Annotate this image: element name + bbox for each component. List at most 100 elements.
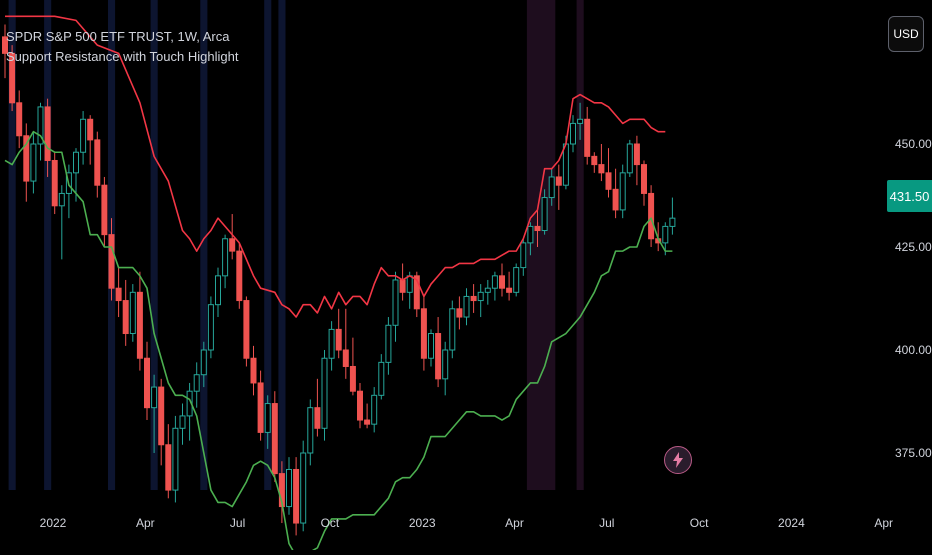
candle-body[interactable] [37,106,44,145]
candle-body[interactable] [236,250,243,302]
candle-body[interactable] [222,238,229,277]
candle-body[interactable] [335,328,342,351]
candle-body[interactable] [193,374,200,392]
candle-body[interactable] [115,287,122,302]
candle-body[interactable] [392,279,399,326]
candle-body[interactable] [420,308,427,359]
candle-body[interactable] [470,295,477,302]
candle-body[interactable] [179,415,186,429]
candle-body[interactable] [626,143,633,174]
candle-body[interactable] [669,217,676,227]
candle-body[interactable] [300,452,307,524]
candle-body[interactable] [605,172,612,190]
candle-body[interactable] [73,151,79,174]
candle-body[interactable] [144,357,150,409]
candle-body[interactable] [364,419,371,425]
candle-body[interactable] [633,143,640,166]
candle-body[interactable] [136,291,143,359]
candle-body[interactable] [577,118,584,124]
candle-body[interactable] [94,139,101,186]
candle-body[interactable] [23,135,30,182]
candle-body[interactable] [648,192,655,240]
candle-body[interactable] [385,324,392,363]
candle-body[interactable] [413,275,420,310]
candle-body[interactable] [357,390,363,421]
candle-body[interactable] [101,184,108,236]
candle-body[interactable] [491,275,498,289]
candle-body[interactable] [484,287,491,293]
candle-body[interactable] [307,407,314,454]
candle-body[interactable] [598,164,605,174]
candle-body[interactable] [456,308,463,318]
candle-body[interactable] [151,386,158,409]
candle-body[interactable] [129,291,136,335]
candle-body[interactable] [449,308,456,351]
candle-body[interactable] [158,386,165,446]
candle-body[interactable] [200,349,207,376]
candle-body[interactable] [534,225,541,232]
candle-body[interactable] [257,382,264,433]
candle-body[interactable] [165,444,172,491]
candle-body[interactable] [513,267,520,293]
candle-body[interactable] [314,407,321,429]
candle-body[interactable] [584,118,591,157]
x-axis-tick-label: 2023 [409,516,436,530]
symbol-title[interactable]: SPDR S&P 500 ETF TRUST, 1W, Arca [6,29,230,44]
candle-body[interactable] [2,36,8,54]
candle-body[interactable] [16,102,23,137]
candle-body[interactable] [612,188,619,211]
candle-body[interactable] [51,159,58,207]
candle-body[interactable] [122,300,129,335]
touch-highlight-band [8,0,16,490]
candle-body[interactable] [30,143,37,182]
candle-body[interactable] [271,403,278,475]
candle-body[interactable] [506,287,513,293]
candle-body[interactable] [428,333,434,359]
candle-body[interactable] [548,176,555,199]
touch-highlight-band [526,0,556,490]
currency-button[interactable]: USD [888,16,924,52]
candle-body[interactable] [570,122,576,145]
candle-body[interactable] [406,275,413,293]
candle-body[interactable] [215,275,221,306]
candle-body[interactable] [108,234,115,289]
candle-body[interactable] [591,155,598,166]
candle-body[interactable] [541,197,548,232]
candle-body[interactable] [293,468,300,524]
lightning-bolt-icon[interactable] [664,446,692,474]
candle-body[interactable] [378,361,385,396]
candle-body[interactable] [619,172,626,211]
candle-body[interactable] [87,118,94,141]
candle-body[interactable] [229,238,236,252]
candle-body[interactable] [44,106,51,161]
candle-body[interactable] [328,328,335,359]
candle-body[interactable] [499,275,505,289]
candle-body[interactable] [9,52,16,104]
candle-body[interactable] [243,300,250,359]
candle-body[interactable] [264,403,271,433]
candle-body[interactable] [321,357,328,429]
candle-body[interactable] [527,225,534,244]
candle-body[interactable] [399,279,406,293]
candle-body[interactable] [80,118,87,153]
candle-body[interactable] [562,143,569,186]
candle-body[interactable] [342,349,349,367]
candle-body[interactable] [371,394,378,425]
candle-body[interactable] [662,225,669,244]
candle-body[interactable] [520,242,527,269]
candle-body[interactable] [207,304,214,351]
candle-body[interactable] [442,349,449,380]
candle-body[interactable] [435,333,442,380]
candle-body[interactable] [349,365,356,392]
candle-body[interactable] [555,176,562,186]
candle-body[interactable] [172,427,179,491]
candle-body[interactable] [286,468,292,508]
indicator-title[interactable]: Support Resistance with Touch Highlight [6,49,239,64]
candle-body[interactable] [477,291,484,302]
candle-body[interactable] [58,192,65,207]
candle-body[interactable] [641,164,647,194]
candle-body[interactable] [250,357,257,384]
candle-body[interactable] [463,295,470,318]
